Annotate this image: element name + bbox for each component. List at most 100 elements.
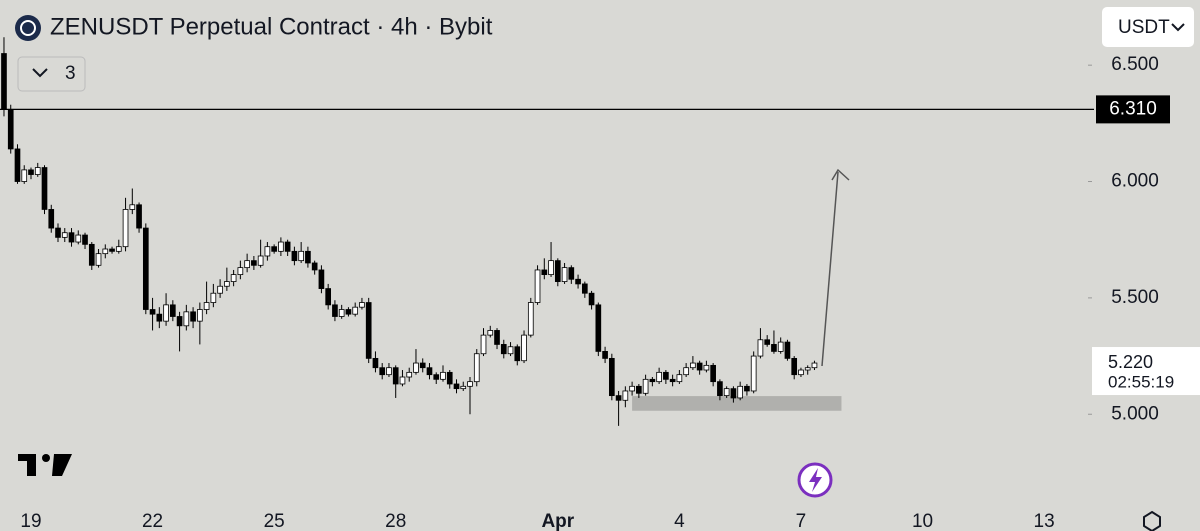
countdown-label: 02:55:19 (1108, 373, 1174, 392)
candle-body (561, 267, 568, 282)
candle-body (102, 248, 109, 255)
candle-body (217, 285, 223, 294)
last-price-label: 5.220 (1108, 352, 1153, 372)
candle-body (55, 227, 61, 238)
candle-body (703, 364, 710, 371)
candle-body (717, 381, 723, 397)
x-tick-label: 7 (796, 511, 807, 531)
candle-body (28, 169, 34, 175)
candle-body (203, 302, 210, 310)
symbol-icon-ring (20, 20, 36, 36)
hline-label: 6.310 (1109, 98, 1157, 119)
currency-label[interactable]: USDT (1118, 17, 1170, 38)
candle-body (325, 288, 332, 306)
candle-body (257, 255, 264, 266)
candle-body (379, 367, 386, 376)
candle-body (129, 204, 136, 210)
candle-body (683, 367, 689, 376)
candle-body (669, 378, 676, 383)
candle-body (122, 209, 129, 248)
candle-body (737, 385, 743, 399)
candle-body (473, 353, 480, 383)
candle-body (244, 260, 250, 269)
x-tick-label: 28 (385, 511, 406, 531)
candle-body (521, 334, 527, 362)
y-tick-label: 6.500 (1111, 54, 1159, 75)
candle-body (406, 371, 413, 378)
candle-body (507, 346, 514, 355)
candle-body (237, 267, 244, 276)
candle-body (568, 267, 575, 280)
candle-body (433, 374, 440, 380)
candle-body (278, 241, 284, 252)
candle-body (588, 292, 595, 306)
arrow-head (831, 168, 850, 181)
candle-body (48, 209, 55, 229)
candle-body (663, 371, 669, 380)
currency-button[interactable] (1102, 7, 1194, 47)
candle-body (595, 304, 602, 352)
candle-body (541, 269, 548, 276)
lightning-icon (809, 468, 822, 492)
arrow (821, 171, 839, 367)
candle-body (332, 304, 338, 317)
candle-body (581, 283, 588, 294)
candle-body (1, 53, 7, 110)
candle-body (109, 248, 115, 252)
candle-body (68, 232, 75, 243)
candle-body (156, 313, 163, 322)
y-tick-label: 5.000 (1111, 403, 1159, 424)
candle-body (757, 339, 764, 357)
candle-body (318, 269, 325, 289)
candle-body (446, 371, 453, 385)
candle-body (338, 309, 345, 317)
candle-body (392, 367, 399, 385)
candle-body (602, 351, 608, 359)
x-tick-label: 25 (264, 511, 285, 531)
candle-body (197, 309, 203, 322)
candle-body (149, 309, 156, 315)
candle-body (210, 292, 217, 303)
candle-body (61, 232, 68, 238)
candle-body (690, 362, 696, 369)
candle-body (75, 234, 82, 243)
candle-body (311, 262, 318, 271)
candle-body (696, 362, 703, 371)
indicators-count[interactable]: 3 (65, 63, 76, 84)
candle-body (142, 227, 149, 310)
y-tick-label: 5.500 (1111, 287, 1159, 308)
candle-body (271, 246, 277, 252)
candle-body (811, 362, 818, 369)
candle-body (386, 367, 392, 376)
candle-body (41, 167, 48, 210)
candle-body (554, 260, 561, 282)
candle-body (82, 234, 88, 245)
candle-body (251, 260, 257, 266)
candle-body (636, 385, 642, 394)
x-tick-label: 10 (912, 511, 933, 531)
settings-button[interactable] (1143, 510, 1161, 531)
x-tick-label: 13 (1034, 511, 1055, 531)
candle-body (183, 311, 190, 327)
candle-body (615, 395, 622, 401)
candle-body (305, 250, 311, 264)
candle-body (575, 278, 581, 285)
candle-body (467, 381, 473, 387)
x-tick-label: 19 (20, 511, 41, 531)
candle-body (750, 355, 757, 392)
currency-chevron (1171, 23, 1185, 32)
indicators-chevron (32, 68, 48, 78)
candle-body (372, 357, 379, 369)
candle-body (480, 334, 487, 355)
candle-body (777, 341, 784, 352)
y-tick-label: 6.000 (1111, 171, 1159, 192)
candle-body (784, 341, 791, 359)
candle-body (723, 388, 730, 397)
candle-body (804, 367, 811, 371)
candle-body (136, 204, 142, 229)
indicators-toggle[interactable] (17, 56, 86, 92)
candle-body (7, 108, 14, 150)
candle-body (88, 243, 95, 266)
plot (0, 37, 1094, 426)
